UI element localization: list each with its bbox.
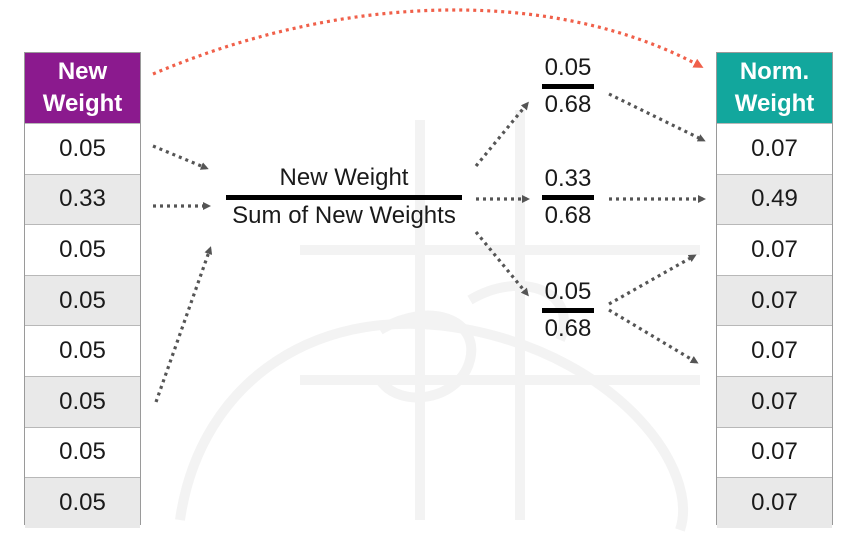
norm-weight-header-line2: Weight bbox=[734, 90, 815, 117]
new-weight-cell: 0.05 bbox=[25, 325, 140, 376]
fraction-numerator: 0.05 bbox=[544, 54, 592, 81]
norm-weight-cell: 0.07 bbox=[717, 325, 832, 376]
arrow-fraction-bottom-to-norm-1 bbox=[608, 254, 697, 306]
new-weight-header: New Weight bbox=[25, 53, 140, 123]
arrow-curved-new-to-norm bbox=[152, 8, 704, 76]
new-weight-cell: 0.05 bbox=[25, 477, 140, 528]
new-weight-cell: 0.33 bbox=[25, 173, 140, 225]
fraction-bottom: 0.05 0.68 bbox=[533, 279, 603, 342]
norm-weight-cell: 0.07 bbox=[717, 224, 832, 275]
norm-weight-header: Norm. Weight bbox=[717, 53, 832, 123]
new-weight-cell: 0.05 bbox=[25, 224, 140, 275]
new-weight-cell: 0.05 bbox=[25, 375, 140, 427]
norm-weight-cell: 0.07 bbox=[717, 375, 832, 427]
arrow-left-to-formula-1 bbox=[152, 144, 209, 170]
new-weight-header-line2: Weight bbox=[42, 90, 123, 117]
normalization-formula: New Weight Sum of New Weights bbox=[216, 164, 472, 230]
formula-fraction-bar bbox=[226, 195, 462, 200]
new-weight-cell: 0.05 bbox=[25, 426, 140, 478]
formula-numerator: New Weight bbox=[279, 164, 409, 191]
norm-weight-cell: 0.07 bbox=[717, 426, 832, 478]
fraction-top: 0.05 0.68 bbox=[533, 55, 603, 118]
fraction-denominator: 0.68 bbox=[544, 315, 592, 342]
norm-weight-cell: 0.49 bbox=[717, 173, 832, 225]
norm-weight-header-line1: Norm. bbox=[739, 58, 810, 85]
fraction-bar bbox=[542, 195, 594, 200]
new-weight-header-line1: New bbox=[57, 58, 108, 85]
norm-weight-cell: 0.07 bbox=[717, 477, 832, 528]
norm-weight-column: Norm. Weight 0.07 0.49 0.07 0.07 0.07 0.… bbox=[716, 52, 833, 528]
fraction-numerator: 0.33 bbox=[544, 165, 592, 192]
norm-weight-cell: 0.07 bbox=[717, 274, 832, 326]
norm-weight-cell: 0.07 bbox=[717, 123, 832, 174]
fraction-bar bbox=[542, 308, 594, 313]
new-weight-cells: 0.05 0.33 0.05 0.05 0.05 0.05 0.05 0.05 bbox=[25, 123, 140, 528]
arrow-fraction-bottom-to-norm-2 bbox=[608, 308, 699, 364]
fraction-denominator: 0.68 bbox=[544, 202, 592, 229]
fraction-denominator: 0.68 bbox=[544, 91, 592, 118]
norm-weight-cells: 0.07 0.49 0.07 0.07 0.07 0.07 0.07 0.07 bbox=[717, 123, 832, 528]
fraction-numerator: 0.05 bbox=[544, 278, 592, 305]
arrow-left-to-formula-3 bbox=[154, 246, 213, 403]
arrow-formula-to-fraction-bottom bbox=[474, 230, 529, 297]
fraction-middle: 0.33 0.68 bbox=[533, 166, 603, 229]
arrow-formula-to-fraction-top bbox=[474, 101, 529, 168]
new-weight-column: New Weight 0.05 0.33 0.05 0.05 0.05 0.05… bbox=[24, 52, 141, 528]
new-weight-cell: 0.05 bbox=[25, 123, 140, 174]
fraction-bar bbox=[542, 84, 594, 89]
formula-denominator: Sum of New Weights bbox=[232, 202, 456, 229]
new-weight-cell: 0.05 bbox=[25, 274, 140, 326]
arrow-fraction-top-to-norm bbox=[608, 92, 706, 142]
